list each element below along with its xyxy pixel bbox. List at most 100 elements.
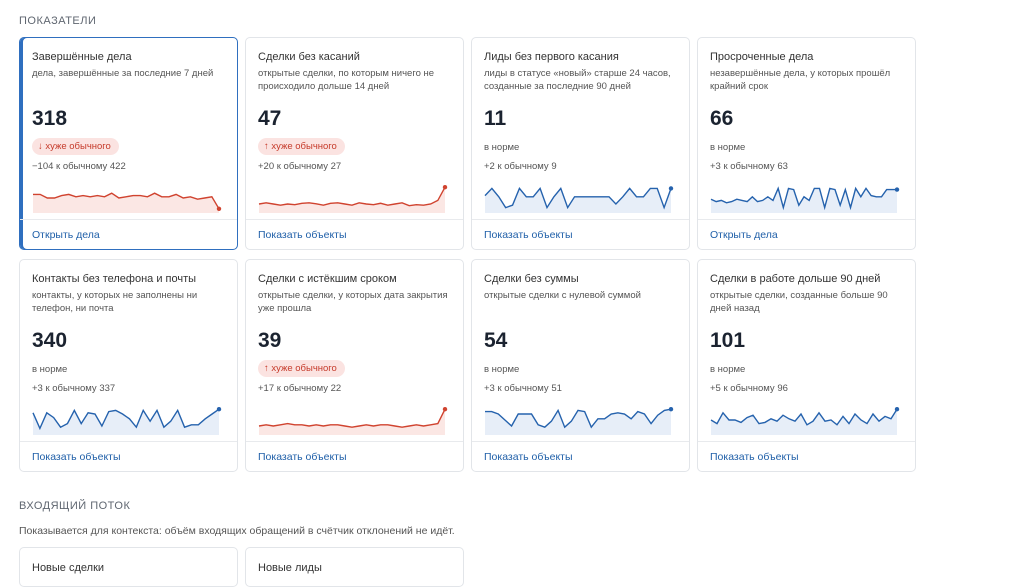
card-footer: Показать объекты	[698, 441, 915, 471]
status-text: в норме	[710, 364, 746, 375]
card-action-link[interactable]: Открыть дела	[32, 229, 100, 241]
card-value: 11	[484, 107, 507, 130]
card-description: открытые сделки, созданные больше 90 дне…	[710, 290, 888, 314]
indicator-card[interactable]: Сделки в работе дольше 90 дней открытые с…	[697, 259, 916, 472]
card-value: 318	[32, 107, 68, 130]
incoming-card-new-leads[interactable]: Новые лиды	[245, 547, 464, 587]
indicator-card[interactable]: Сделки без касаний открытые сделки, по ко…	[245, 37, 464, 250]
comparison-text: +2 к обычному 9	[484, 161, 557, 172]
sparkline-area	[485, 409, 671, 435]
sparkline-area	[711, 188, 897, 213]
indicator-card[interactable]: Сделки с истёкшим сроком открытые сделки,…	[245, 259, 464, 472]
indicator-card[interactable]: Просроченные дела незавершённые дела, у к…	[697, 37, 916, 250]
sparkline-line	[32, 408, 220, 431]
card-description: дела, завершённые за последние 7 дней	[32, 68, 214, 79]
comparison-text: +17 к обычному 22	[258, 383, 342, 394]
sparkline-line	[258, 186, 446, 207]
comparison-text: +5 к обычному 96	[710, 383, 788, 394]
sparkline	[710, 186, 900, 213]
card-footer: Показать объекты	[472, 441, 689, 471]
card-title: Просроченные дела	[710, 51, 814, 63]
card-title: Контакты без телефона и почты	[32, 273, 197, 285]
card-description: открытые сделки с нулевой суммой	[484, 290, 641, 301]
status-text: в норме	[710, 142, 746, 153]
sparkline-area	[711, 409, 897, 435]
card-footer: Открыть дела	[20, 219, 237, 249]
card-description: открытые сделки, по которым ничего не пр…	[258, 68, 435, 92]
sparkline-last-point	[216, 206, 222, 211]
sparkline	[258, 407, 448, 435]
sparkline	[485, 407, 674, 435]
card-footer: Показать объекты	[20, 441, 237, 471]
card-title: Новые лиды	[258, 562, 322, 574]
comparison-text: −104 к обычному 422	[32, 161, 126, 172]
sparkline-last-point	[894, 187, 900, 192]
status-text: в норме	[484, 142, 520, 153]
status-badge: ↑ хуже обычного	[258, 360, 345, 377]
card-title: Сделки без суммы	[484, 273, 579, 285]
card-action-link[interactable]: Показать объекты	[710, 451, 799, 463]
card-action-link[interactable]: Показать объекты	[32, 451, 121, 463]
section-title-incoming: ВХОДЯЩИЙ ПОТОК	[19, 500, 131, 512]
card-description: незавершённые дела, у которых прошёл кра…	[710, 68, 891, 92]
sparkline-last-point	[668, 186, 674, 191]
card-title: Завершённые дела	[32, 51, 132, 63]
comparison-text: +3 к обычному 63	[710, 161, 788, 172]
sparkline-last-point	[442, 185, 448, 190]
sparkline-area	[259, 187, 445, 213]
card-title: Сделки с истёкшим сроком	[258, 273, 397, 285]
status-text: в норме	[484, 364, 520, 375]
card-description: открытые сделки, у которых дата закрытия…	[258, 290, 448, 314]
sparkline-area	[259, 409, 445, 435]
card-title: Новые сделки	[32, 562, 105, 574]
indicator-card[interactable]: Сделки без суммы открытые сделки с нулево…	[471, 259, 690, 472]
sparkline	[32, 407, 222, 435]
indicator-card[interactable]: Лиды без первого касания лиды в статусе «…	[471, 37, 690, 250]
card-action-link[interactable]: Показать объекты	[258, 229, 347, 241]
card-action-link[interactable]: Показать объекты	[484, 229, 573, 241]
sparkline-last-point	[894, 407, 900, 412]
card-action-link[interactable]: Показать объекты	[484, 451, 573, 463]
card-description: лиды в статусе «новый» старше 24 часов, …	[484, 68, 671, 92]
sparkline-line	[258, 408, 446, 428]
sparkline-last-point	[442, 407, 448, 412]
card-footer: Показать объекты	[246, 441, 463, 471]
sparkline	[258, 185, 448, 213]
card-footer: Открыть дела	[698, 219, 915, 249]
card-value: 47	[258, 107, 282, 130]
incoming-card-new-deals[interactable]: Новые сделки	[19, 547, 238, 587]
sparkline-last-point	[668, 407, 674, 412]
sparkline-last-point	[216, 407, 222, 412]
status-badge: ↓ хуже обычного	[32, 138, 119, 155]
card-footer: Показать объекты	[472, 219, 689, 249]
card-description: контакты, у которых не заполнены ни теле…	[32, 290, 198, 314]
card-action-link[interactable]: Открыть дела	[710, 229, 778, 241]
card-title: Сделки без касаний	[258, 51, 360, 63]
sparkline-area	[33, 193, 219, 213]
card-value: 54	[484, 329, 508, 352]
card-action-link[interactable]: Показать объекты	[258, 451, 347, 463]
sparkline-line	[484, 187, 672, 210]
sparkline-line	[33, 192, 220, 210]
indicator-card[interactable]: Контакты без телефона и почты контакты, у…	[19, 259, 238, 472]
card-value: 66	[710, 107, 734, 130]
card-title: Сделки в работе дольше 90 дней	[710, 273, 881, 285]
sparkline	[484, 186, 674, 213]
status-text: в норме	[32, 364, 68, 375]
comparison-text: +3 к обычному 337	[32, 383, 116, 394]
status-badge: ↑ хуже обычного	[258, 138, 345, 155]
card-value: 39	[258, 329, 282, 352]
indicator-card[interactable]: Завершённые дела дела, завершённые за пос…	[19, 37, 238, 250]
section-title-indicators: ПОКАЗАТЕЛИ	[19, 15, 97, 27]
comparison-text: +20 к обычному 27	[258, 161, 342, 172]
card-value: 101	[710, 329, 746, 352]
sparkline-line	[710, 408, 898, 426]
card-value: 340	[32, 329, 68, 352]
incoming-subtitle: Показывается для контекста: объём входящ…	[19, 525, 455, 537]
sparkline-line	[485, 408, 672, 429]
sparkline-area	[33, 409, 219, 435]
card-title: Лиды без первого касания	[484, 51, 619, 63]
sparkline-line	[710, 186, 897, 211]
indicator-grid: Завершённые дела дела, завершённые за пос…	[19, 37, 916, 472]
sparkline	[33, 192, 222, 213]
